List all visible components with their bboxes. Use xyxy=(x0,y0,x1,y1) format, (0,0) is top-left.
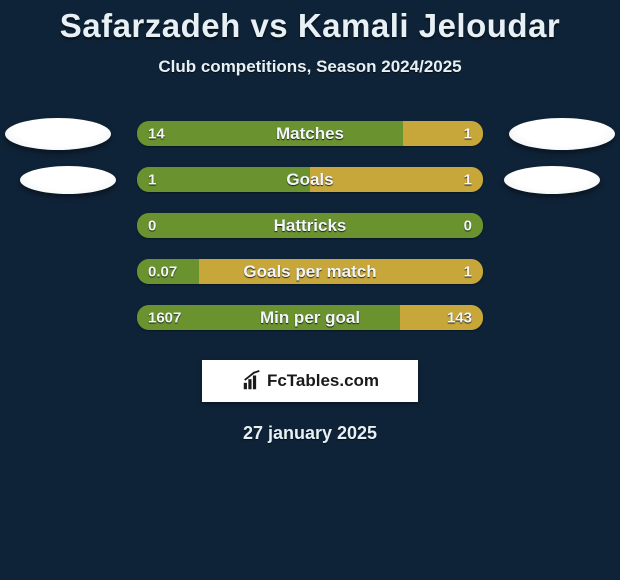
brand-text: FcTables.com xyxy=(267,371,379,391)
brand-badge: FcTables.com xyxy=(202,360,418,402)
value-right: 1 xyxy=(464,171,472,188)
chart-icon xyxy=(241,370,263,392)
comparison-infographic: Safarzadeh vs Kamali Jeloudar Club compe… xyxy=(0,0,620,580)
value-left: 0.07 xyxy=(148,263,177,280)
stat-row-min-per-goal: 1607 Min per goal 143 xyxy=(0,305,620,330)
bar-right-segment xyxy=(199,259,483,284)
stat-row-goals: 1 Goals 1 xyxy=(0,167,620,192)
value-left: 0 xyxy=(148,217,156,234)
bar-matches: 14 Matches 1 xyxy=(137,121,483,146)
player-avatar-left xyxy=(20,166,116,194)
bar-left-segment xyxy=(137,213,483,238)
value-left: 1 xyxy=(148,171,156,188)
stat-row-matches: 14 Matches 1 xyxy=(0,121,620,146)
player-avatar-right xyxy=(504,166,600,194)
stat-row-hattricks: 0 Hattricks 0 xyxy=(0,213,620,238)
bar-right-segment xyxy=(310,167,483,192)
bar-left-segment xyxy=(137,121,403,146)
player-avatar-left xyxy=(5,118,111,150)
value-right: 1 xyxy=(464,125,472,142)
player-avatar-right xyxy=(509,118,615,150)
stat-rows: 14 Matches 1 1 Goals 1 0 Hattricks xyxy=(0,121,620,330)
subtitle: Club competitions, Season 2024/2025 xyxy=(0,57,620,77)
value-right: 143 xyxy=(447,309,472,326)
page-title: Safarzadeh vs Kamali Jeloudar xyxy=(0,0,620,45)
stat-row-goals-per-match: 0.07 Goals per match 1 xyxy=(0,259,620,284)
value-left: 14 xyxy=(148,125,165,142)
bar-min-per-goal: 1607 Min per goal 143 xyxy=(137,305,483,330)
value-left: 1607 xyxy=(148,309,181,326)
date-label: 27 january 2025 xyxy=(0,423,620,444)
value-right: 1 xyxy=(464,263,472,280)
value-right: 0 xyxy=(464,217,472,234)
bar-goals: 1 Goals 1 xyxy=(137,167,483,192)
bar-goals-per-match: 0.07 Goals per match 1 xyxy=(137,259,483,284)
bar-left-segment xyxy=(137,167,310,192)
bar-hattricks: 0 Hattricks 0 xyxy=(137,213,483,238)
